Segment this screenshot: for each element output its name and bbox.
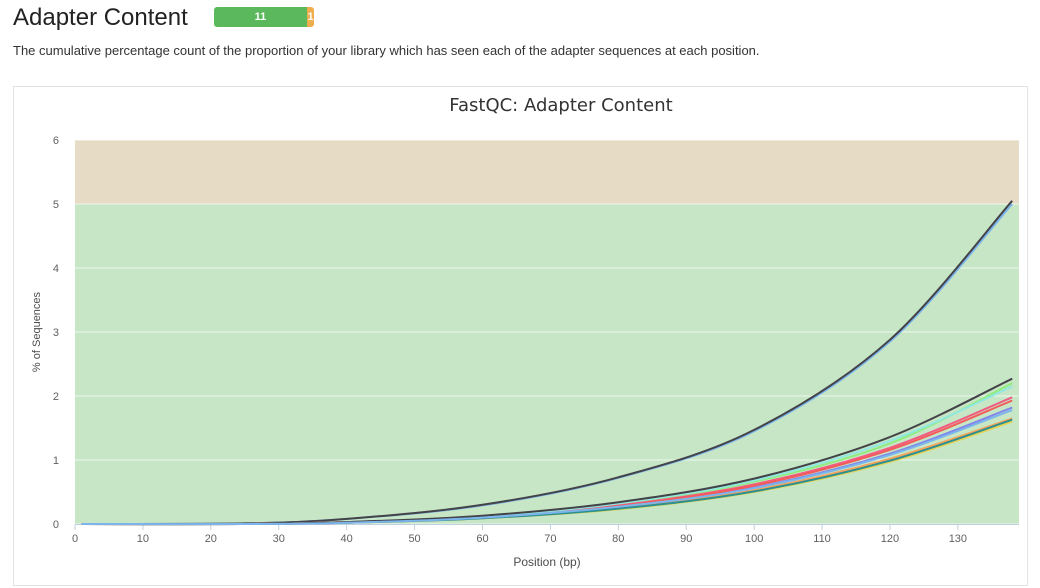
status-warn-segment[interactable]: 1 — [307, 7, 314, 27]
x-tick-label: 80 — [612, 533, 624, 545]
page-title: Adapter Content — [13, 4, 188, 31]
y-axis-label: % of Sequences — [31, 291, 43, 372]
band-pass — [75, 204, 1019, 524]
chart-title: FastQC: Adapter Content — [449, 95, 672, 116]
band-warn — [75, 140, 1019, 204]
y-tick-label: 5 — [53, 199, 59, 211]
adapter-content-chart: 0 10 20 30 40 50 60 70 80 90 100 110 120 130 0 1 2 3 4 5 6 Fa… — [31, 95, 1019, 569]
x-tick-label: 60 — [476, 533, 488, 545]
y-tick-label: 4 — [53, 263, 59, 275]
x-tick-label: 90 — [680, 533, 692, 545]
x-axis-label: Position (bp) — [513, 555, 580, 569]
status-pass-segment[interactable]: 11 — [214, 7, 307, 27]
x-tick-label: 100 — [745, 533, 763, 545]
chart-container: 0 10 20 30 40 50 60 70 80 90 100 110 120 130 0 1 2 3 4 5 6 Fa… — [13, 86, 1028, 586]
y-tick-label: 6 — [53, 135, 59, 147]
x-tick-label: 110 — [813, 533, 831, 545]
x-tick-label: 120 — [881, 533, 899, 545]
x-tick-label: 10 — [137, 533, 149, 545]
y-tick-label: 3 — [53, 327, 59, 339]
x-tick-label: 0 — [72, 533, 78, 545]
x-tick-label: 70 — [544, 533, 556, 545]
status-bar[interactable]: 11 1 — [214, 7, 314, 27]
page-header: Adapter Content — [13, 2, 188, 34]
x-tick-label: 20 — [205, 533, 217, 545]
y-tick-label: 0 — [53, 519, 59, 531]
y-tick-label: 1 — [53, 455, 59, 467]
x-tick-label: 130 — [949, 533, 967, 545]
x-tick-label: 30 — [273, 533, 285, 545]
x-tick-label: 50 — [408, 533, 420, 545]
section-description: The cumulative percentage count of the p… — [13, 43, 760, 58]
series-line-12[interactable] — [81, 409, 1013, 526]
y-tick-label: 2 — [53, 391, 59, 403]
x-tick-label: 40 — [341, 533, 353, 545]
